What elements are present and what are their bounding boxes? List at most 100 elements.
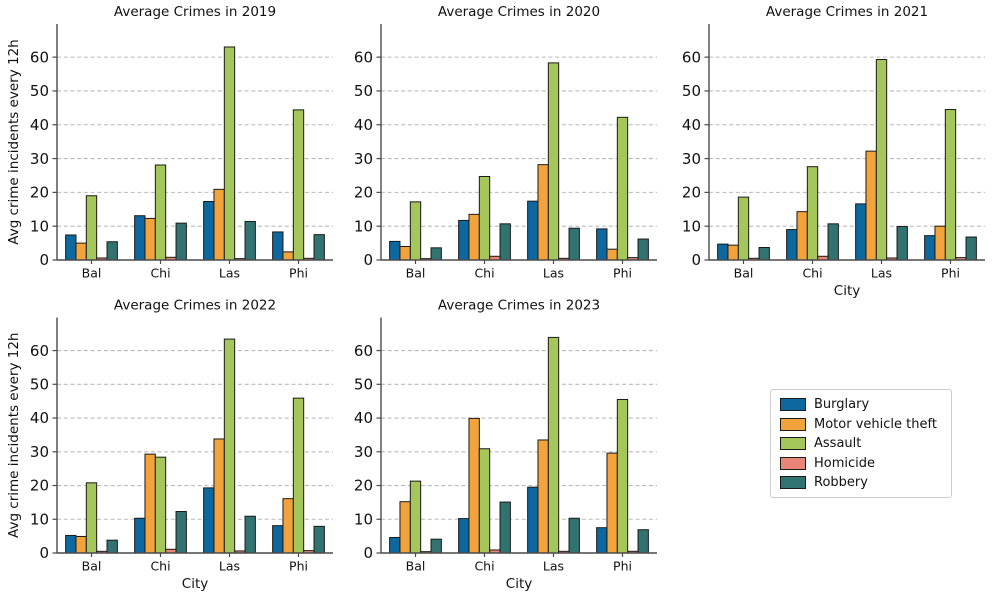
legend-swatch-homicide (780, 456, 806, 470)
y-tick-label: 40 (682, 116, 701, 134)
bar-robbery-bal (106, 241, 118, 261)
y-tick-label: 40 (30, 116, 49, 134)
bar-motor-vehicle-theft-chi (796, 211, 808, 261)
x-tick-label: Bal (82, 266, 102, 281)
bar-burglary-las (527, 200, 539, 261)
bar-motor-vehicle-theft-las (213, 438, 225, 554)
subplot-average-crimes-in-2022: Average Crimes in 2022 0 10 20 30 40 50 60 Bal Ch… (6, 298, 333, 592)
y-tick-label: 10 (30, 217, 49, 235)
bar-burglary-las (527, 486, 539, 554)
bar-motor-vehicle-theft-bal (399, 501, 411, 554)
bar-burglary-bal (65, 534, 77, 554)
y-tick-label: 50 (30, 376, 49, 394)
y-tick-label: 0 (39, 251, 49, 269)
y-tick-label: 10 (354, 217, 373, 235)
bar-robbery-bal (430, 538, 442, 554)
bar-robbery-phi (313, 234, 325, 261)
bar-assault-chi (478, 175, 491, 261)
bar-robbery-las (568, 517, 580, 554)
x-tick-label: Bal (406, 559, 426, 574)
bar-motor-vehicle-theft-phi (934, 225, 946, 261)
bar-assault-bal (409, 480, 422, 554)
bar-motor-vehicle-theft-phi (606, 452, 618, 554)
y-tick-label: 30 (354, 443, 373, 461)
x-tick-label: Las (219, 266, 240, 281)
bar-motor-vehicle-theft-chi (144, 453, 156, 554)
bar-assault-chi (806, 166, 819, 261)
y-tick-label: 60 (354, 342, 373, 360)
subplot-average-crimes-in-2020: Average Crimes in 2020 0 10 20 30 40 50 60 Bal Ch… (354, 4, 657, 281)
bar-assault-chi (154, 164, 167, 261)
bar-assault-las (875, 59, 888, 261)
x-tick-label: Chi (474, 559, 494, 574)
x-tick-label: Las (543, 559, 564, 574)
y-tick-label: 30 (682, 150, 701, 168)
subplot-title: Average Crimes in 2021 (766, 4, 928, 20)
bar-robbery-chi (499, 223, 511, 261)
bar-burglary-chi (786, 229, 798, 261)
bar-burglary-las (855, 203, 867, 261)
bar-assault-phi (616, 398, 629, 554)
legend-item-robbery: Robbery (780, 475, 937, 490)
bar-assault-bal (85, 195, 98, 261)
bar-robbery-las (244, 515, 256, 554)
x-tick-label: Chi (150, 266, 170, 281)
legend-item-assault: Assault (780, 436, 937, 451)
x-tick-label: Phi (613, 559, 632, 574)
bar-burglary-las (203, 487, 215, 554)
y-tick-label: 60 (30, 342, 49, 360)
y-tick-label: 20 (354, 477, 373, 495)
bar-assault-phi (616, 116, 629, 261)
x-tick-label: Phi (613, 266, 632, 281)
x-tick-label: Bal (82, 559, 102, 574)
subplot-title: Average Crimes in 2023 (438, 298, 600, 314)
x-tick-label: Bal (734, 266, 754, 281)
bar-motor-vehicle-theft-phi (606, 248, 618, 261)
bar-assault-phi (292, 397, 305, 554)
legend-label: Motor vehicle theft (814, 416, 937, 432)
bar-motor-vehicle-theft-bal (75, 535, 87, 554)
legend-label: Robbery (814, 475, 868, 490)
bar-robbery-phi (637, 238, 649, 261)
x-axis-label: City (506, 576, 532, 592)
bar-burglary-chi (134, 517, 146, 554)
bar-burglary-bal (389, 240, 401, 261)
bar-robbery-las (568, 227, 580, 261)
bar-robbery-phi (637, 529, 649, 554)
bar-burglary-phi (596, 228, 608, 261)
x-tick-label: Chi (150, 559, 170, 574)
y-tick-label: 60 (354, 48, 373, 66)
bar-burglary-phi (272, 525, 284, 554)
bar-motor-vehicle-theft-las (213, 188, 225, 261)
legend-swatch-motor-vehicle-theft (780, 417, 806, 431)
y-tick-label: 10 (30, 510, 49, 528)
bar-robbery-phi (965, 236, 977, 261)
y-tick-label: 0 (39, 544, 49, 562)
bar-assault-phi (292, 109, 305, 261)
bar-robbery-chi (499, 501, 511, 554)
x-tick-label: Chi (802, 266, 822, 281)
x-tick-label: Phi (941, 266, 960, 281)
bar-assault-bal (409, 201, 422, 261)
bar-motor-vehicle-theft-phi (282, 498, 294, 554)
bar-assault-las (223, 338, 236, 554)
bar-assault-chi (478, 448, 491, 554)
y-tick-label: 30 (30, 443, 49, 461)
bar-motor-vehicle-theft-las (537, 439, 549, 554)
y-tick-label: 0 (363, 544, 373, 562)
bar-burglary-chi (458, 518, 470, 554)
y-tick-label: 20 (682, 184, 701, 202)
y-tick-label: 30 (30, 150, 49, 168)
y-tick-label: 10 (682, 217, 701, 235)
bar-burglary-las (203, 201, 215, 261)
bar-motor-vehicle-theft-chi (468, 417, 480, 554)
bar-burglary-phi (924, 235, 936, 261)
bar-burglary-bal (717, 243, 729, 261)
bar-motor-vehicle-theft-phi (282, 251, 294, 261)
subplot-title: Average Crimes in 2019 (114, 4, 276, 20)
legend-swatch-burglary (780, 398, 806, 411)
bar-burglary-bal (389, 536, 401, 554)
legend-item-burglary: Burglary (780, 397, 937, 412)
bar-burglary-chi (458, 219, 470, 261)
